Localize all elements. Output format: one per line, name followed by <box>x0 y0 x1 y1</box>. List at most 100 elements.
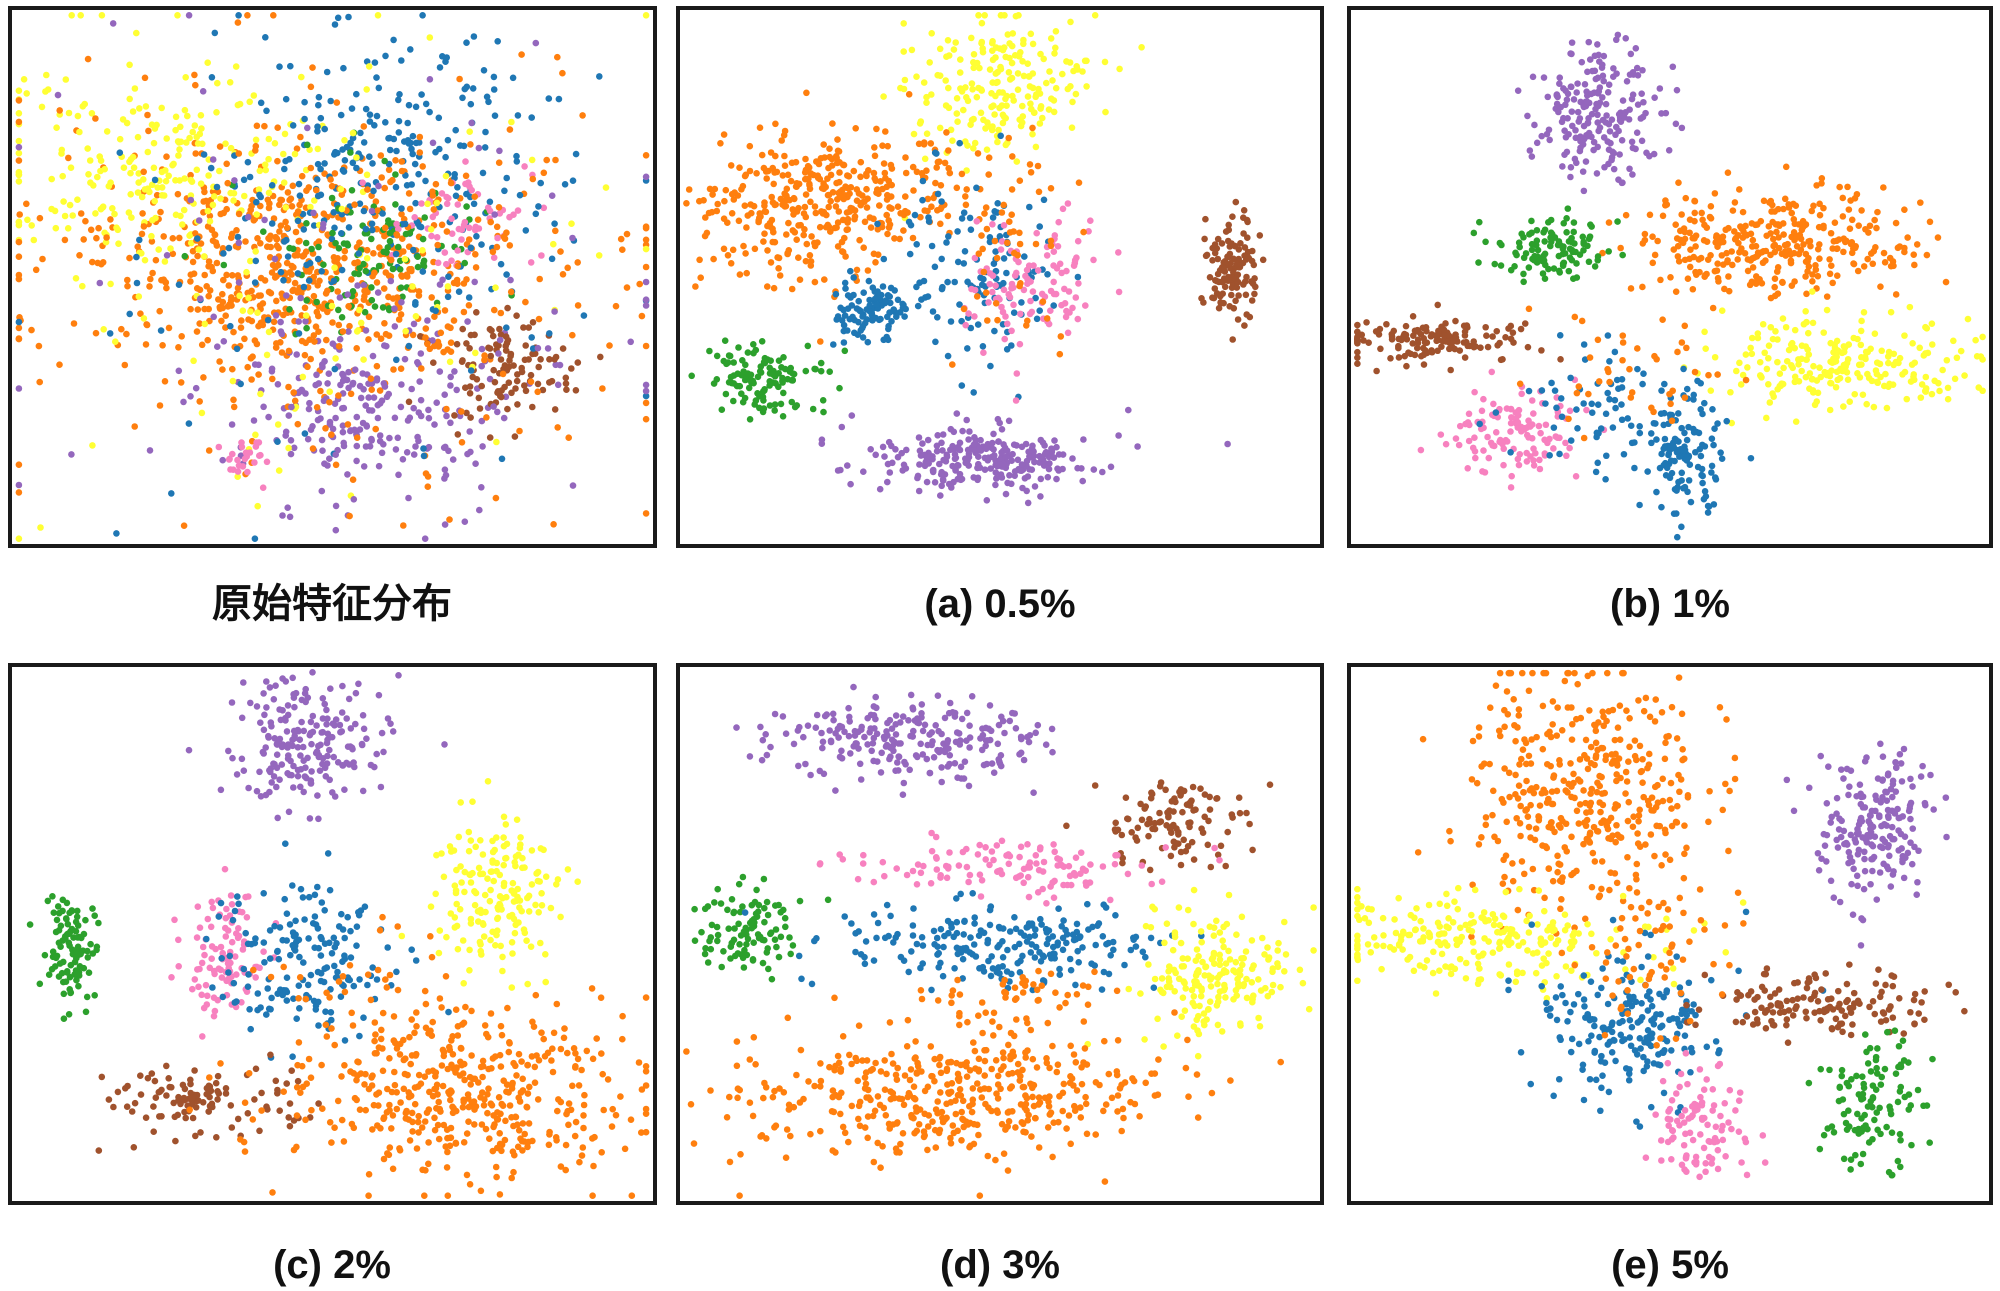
point <box>1746 281 1754 289</box>
point <box>1009 30 1017 37</box>
point <box>1636 501 1643 509</box>
point <box>1820 329 1828 336</box>
point <box>295 330 303 337</box>
point <box>1535 422 1543 430</box>
point <box>377 783 385 791</box>
point <box>294 772 302 780</box>
point <box>724 252 732 259</box>
point <box>183 139 190 146</box>
point <box>426 34 434 41</box>
point <box>178 333 185 340</box>
point <box>371 122 378 129</box>
point <box>1530 462 1538 469</box>
point <box>289 182 297 190</box>
point <box>741 202 749 209</box>
point <box>210 193 218 200</box>
point <box>900 48 907 55</box>
point <box>1780 364 1787 372</box>
point <box>883 211 890 219</box>
point <box>518 51 525 58</box>
point <box>1008 186 1016 193</box>
point <box>285 444 292 452</box>
point <box>562 374 570 382</box>
point <box>418 200 425 207</box>
point <box>970 64 977 72</box>
point <box>1833 272 1841 279</box>
point <box>1018 119 1026 126</box>
point <box>1497 262 1505 269</box>
point <box>1502 334 1509 341</box>
point <box>994 415 1002 423</box>
point <box>1683 436 1691 444</box>
point <box>924 195 932 203</box>
point <box>1597 425 1605 432</box>
point <box>1691 209 1699 217</box>
point <box>256 452 263 460</box>
point <box>1606 128 1614 135</box>
point <box>1074 315 1082 323</box>
point <box>885 325 892 333</box>
point <box>1767 251 1774 259</box>
point <box>545 95 553 102</box>
point <box>252 136 260 144</box>
point <box>847 267 854 275</box>
point <box>534 344 542 352</box>
point <box>812 365 819 373</box>
point <box>234 19 242 26</box>
point <box>696 256 703 264</box>
point <box>788 398 796 406</box>
point <box>1712 234 1720 241</box>
point <box>1600 77 1607 85</box>
point <box>331 21 339 28</box>
point <box>1749 236 1757 244</box>
point <box>1808 207 1816 215</box>
point <box>1387 355 1394 362</box>
point <box>623 230 631 238</box>
point <box>529 175 537 183</box>
point <box>318 436 326 444</box>
point <box>1523 431 1531 439</box>
point <box>392 157 399 164</box>
point <box>168 490 175 497</box>
point <box>1618 375 1626 383</box>
point <box>324 308 331 316</box>
point <box>952 454 960 462</box>
point <box>360 207 368 215</box>
point <box>1085 228 1092 235</box>
point <box>93 234 100 242</box>
point <box>177 379 185 386</box>
point <box>278 761 286 768</box>
point <box>623 284 631 291</box>
point <box>949 137 956 144</box>
point <box>900 227 907 234</box>
point <box>1604 365 1611 373</box>
point <box>959 427 966 435</box>
point <box>910 187 917 194</box>
point <box>1016 340 1024 348</box>
point <box>274 438 281 446</box>
point <box>1810 362 1817 370</box>
point <box>1656 85 1664 92</box>
point <box>1065 288 1073 295</box>
point <box>1883 404 1891 412</box>
point <box>131 85 139 92</box>
point <box>1609 148 1616 156</box>
point <box>399 293 406 301</box>
point <box>213 259 221 267</box>
point <box>937 220 944 228</box>
point <box>683 200 690 207</box>
point <box>296 201 303 209</box>
point <box>1602 475 1609 483</box>
point <box>1020 36 1027 44</box>
point <box>1014 456 1022 464</box>
point <box>1736 359 1743 367</box>
scatter-panel-a <box>676 6 1324 548</box>
point <box>1556 332 1564 339</box>
point <box>1515 239 1523 246</box>
point <box>193 328 201 335</box>
point <box>341 137 348 144</box>
point <box>133 279 141 287</box>
point <box>98 260 105 268</box>
point <box>1417 446 1425 454</box>
point <box>332 355 339 362</box>
